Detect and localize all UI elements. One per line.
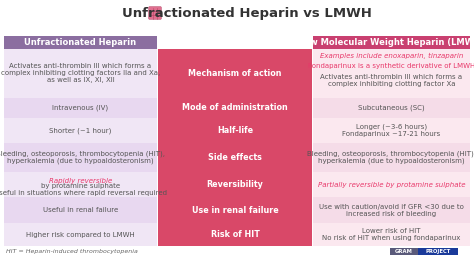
Bar bbox=[418, 248, 458, 255]
Text: Unfractionated Heparin: Unfractionated Heparin bbox=[25, 38, 137, 47]
Text: PROJECT: PROJECT bbox=[425, 249, 451, 254]
Text: by protamine sulphate
Useful in situations where rapid reversal required: by protamine sulphate Useful in situatio… bbox=[0, 183, 167, 196]
Text: Reversibility: Reversibility bbox=[207, 180, 264, 189]
Text: Use with caution/avoid if GFR <30 due to
increased risk of bleeding: Use with caution/avoid if GFR <30 due to… bbox=[319, 204, 464, 217]
Text: Higher risk compared to LMWH: Higher risk compared to LMWH bbox=[26, 232, 135, 238]
Bar bbox=[158, 118, 312, 143]
Text: Shorter (~1 hour): Shorter (~1 hour) bbox=[49, 127, 112, 134]
Bar bbox=[313, 143, 470, 172]
Text: Bleeding, osteoporosis, thrombocytopenia (HIT),
hyperkalemia (due to hypoaldoste: Bleeding, osteoporosis, thrombocytopenia… bbox=[0, 151, 165, 164]
Bar bbox=[158, 49, 312, 98]
Text: Fondaparinux is a synthetic derivative of LMWH: Fondaparinux is a synthetic derivative o… bbox=[308, 63, 474, 69]
Bar bbox=[158, 223, 312, 246]
Bar bbox=[4, 223, 157, 246]
Bar bbox=[4, 143, 157, 172]
Bar bbox=[158, 143, 312, 172]
Text: Mode of administration: Mode of administration bbox=[182, 103, 288, 112]
Text: Useful in renal failure: Useful in renal failure bbox=[43, 207, 118, 213]
Bar bbox=[4, 98, 157, 118]
Text: Longer (~3-6 hours)
Fondaparinux ~17-21 hours: Longer (~3-6 hours) Fondaparinux ~17-21 … bbox=[342, 124, 441, 137]
Text: Bleeding, osteoporosis, thrombocytopenia (HIT),
hyperkalemia (due to hypoaldoste: Bleeding, osteoporosis, thrombocytopenia… bbox=[307, 151, 474, 164]
Bar bbox=[4, 172, 157, 197]
Bar bbox=[313, 118, 470, 143]
Bar bbox=[313, 223, 470, 246]
Text: Unfractionated Heparin vs LMWH: Unfractionated Heparin vs LMWH bbox=[122, 6, 372, 19]
Text: Side effects: Side effects bbox=[208, 153, 262, 162]
Text: Partially reversible by protamine sulphate: Partially reversible by protamine sulpha… bbox=[318, 182, 465, 188]
Text: Risk of HIT: Risk of HIT bbox=[210, 230, 259, 239]
Text: Intravenous (IV): Intravenous (IV) bbox=[53, 104, 109, 111]
Text: GRAM: GRAM bbox=[395, 249, 413, 254]
Bar bbox=[313, 172, 470, 197]
Bar bbox=[4, 49, 157, 98]
Text: Lower risk of HIT
No risk of HIT when using fondaparinux: Lower risk of HIT No risk of HIT when us… bbox=[322, 228, 461, 241]
Bar bbox=[313, 49, 470, 98]
Text: Activates anti-thrombin III which forms a
complex inhibiting clotting factors II: Activates anti-thrombin III which forms … bbox=[1, 63, 160, 83]
Text: Examples include enoxaparin, tinzaparin: Examples include enoxaparin, tinzaparin bbox=[320, 53, 463, 59]
Bar bbox=[4, 197, 157, 223]
Bar bbox=[158, 172, 312, 197]
Bar bbox=[313, 197, 470, 223]
Bar bbox=[4, 36, 157, 49]
Bar bbox=[390, 248, 418, 255]
Text: Half-life: Half-life bbox=[217, 126, 253, 135]
Bar bbox=[158, 197, 312, 223]
Bar bbox=[158, 98, 312, 118]
Text: Mechanism of action: Mechanism of action bbox=[188, 69, 282, 78]
Bar bbox=[4, 118, 157, 143]
Bar bbox=[313, 36, 470, 49]
Text: Use in renal failure: Use in renal failure bbox=[191, 206, 278, 215]
Bar bbox=[313, 98, 470, 118]
FancyBboxPatch shape bbox=[149, 7, 161, 19]
Text: Subcutaneous (SC): Subcutaneous (SC) bbox=[358, 104, 425, 111]
Text: Low Molecular Weight Heparin (LMWH): Low Molecular Weight Heparin (LMWH) bbox=[299, 38, 474, 47]
Text: Activates anti-thrombin III which forms a
complex inhibiting clotting factor Xa: Activates anti-thrombin III which forms … bbox=[320, 74, 463, 86]
Text: Rapidly reversible: Rapidly reversible bbox=[49, 178, 112, 184]
Text: HIT = Heparin-induced thrombocytopenia: HIT = Heparin-induced thrombocytopenia bbox=[6, 250, 138, 255]
